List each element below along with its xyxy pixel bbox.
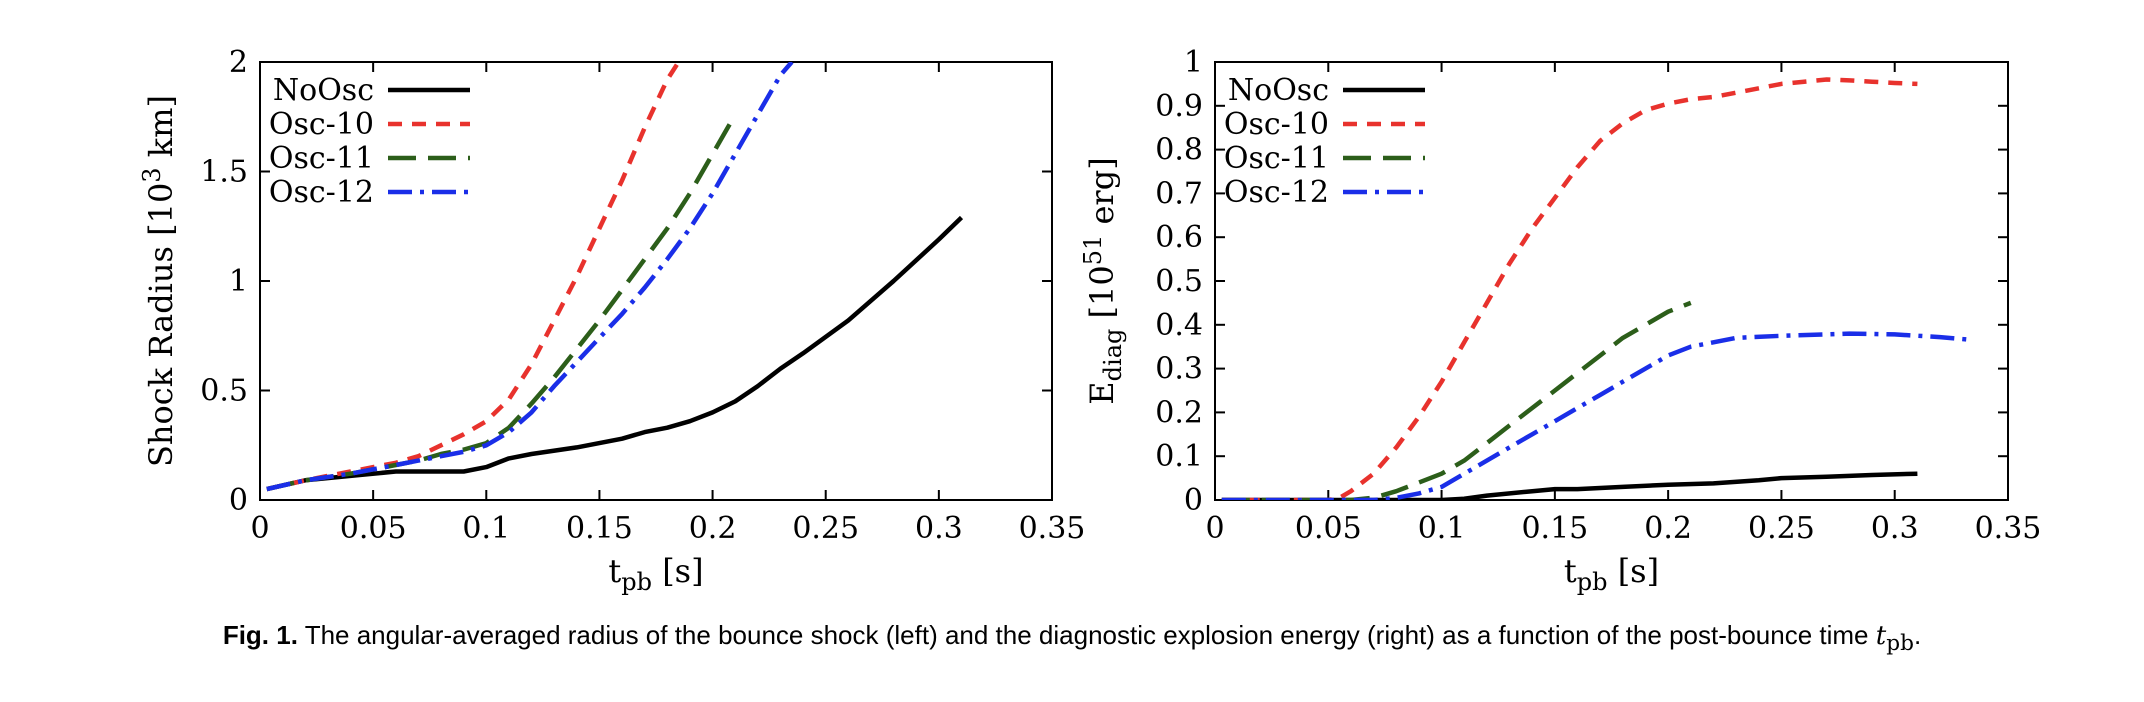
x-tick-label: 0 xyxy=(250,511,269,546)
series-line-osc-12 xyxy=(1221,331,1975,500)
y-tick-label: 1 xyxy=(229,264,248,299)
x-tick-label: 0.25 xyxy=(1748,511,1815,546)
x-tick-label: 0.2 xyxy=(689,511,737,546)
caption-label: Fig. 1. xyxy=(222,620,298,650)
x-axis-label: tpb [s] xyxy=(608,552,703,596)
caption-text: The angular-averaged radius of the bounc… xyxy=(297,620,1876,650)
plot-frame xyxy=(1214,61,2009,501)
y-tick-label: 0.2 xyxy=(1155,395,1203,430)
y-tick-label: 0 xyxy=(229,483,248,518)
right-chart-explosion-energy: 0 0.05 0.1 0.15 0.2 0.25 0.3 0.35 0 0.1 0.2 0.3 0.4 0… xyxy=(1079,45,2041,596)
legend-label: Osc-10 xyxy=(269,107,374,142)
series-line-osc-11 xyxy=(1221,300,1692,500)
y-tick-label: 0 xyxy=(1184,483,1203,518)
caption-end: . xyxy=(1913,620,1922,650)
series-line-noosc xyxy=(1221,471,1918,500)
plot-frame xyxy=(259,61,1053,501)
y-tick-label: 0.7 xyxy=(1155,176,1203,211)
x-tick-label: 0.3 xyxy=(1871,511,1919,546)
y-tick-label: 0.6 xyxy=(1155,220,1203,255)
y-tick-label: 0.9 xyxy=(1155,89,1203,124)
y-tick-label: 1.5 xyxy=(200,155,248,190)
series-line-osc-12 xyxy=(266,62,794,492)
legend-label: Osc-12 xyxy=(269,175,374,210)
x-tick-label: 0.15 xyxy=(566,511,633,546)
series-line-osc-10 xyxy=(1221,77,1918,500)
x-tick-label: 0.35 xyxy=(1019,511,1086,546)
legend-label: Osc-11 xyxy=(269,141,374,176)
series-line-osc-10 xyxy=(266,62,681,492)
x-tick-label: 0.05 xyxy=(1295,511,1362,546)
legend-label: Osc-10 xyxy=(1224,107,1329,142)
legend-label: Osc-12 xyxy=(1224,175,1329,210)
x-tick-label: 0.25 xyxy=(792,511,859,546)
x-tick-label: 0.2 xyxy=(1644,511,1692,546)
y-axis-label: Ediag [1051 erg] xyxy=(1079,157,1127,404)
y-tick-label: 2 xyxy=(229,45,248,80)
left-chart-shock-radius: 0 0.05 0.1 0.15 0.2 0.25 0.3 0.35 0 0.5 1 1.5 2 tpb [… xyxy=(138,45,1085,596)
x-tick-label: 0.1 xyxy=(462,511,510,546)
x-axis-label: tpb [s] xyxy=(1564,552,1659,596)
x-tick-label: 0 xyxy=(1205,511,1224,546)
y-axis-label: Shock Radius [103 km] xyxy=(138,95,180,467)
legend-label: NoOsc xyxy=(1228,73,1329,108)
y-tick-label: 1 xyxy=(1184,45,1203,80)
y-tick-label: 0.5 xyxy=(200,374,248,409)
y-tick-label: 0.1 xyxy=(1155,439,1203,474)
y-tick-label: 0.4 xyxy=(1155,308,1203,343)
y-tick-label: 0.8 xyxy=(1155,133,1203,168)
x-tick-label: 0.35 xyxy=(1975,511,2042,546)
series-line-noosc xyxy=(266,215,964,492)
series-lines xyxy=(1221,77,1975,500)
x-tick-label: 0.05 xyxy=(340,511,407,546)
series-lines xyxy=(266,62,964,492)
y-tick-label: 0.5 xyxy=(1155,264,1203,299)
legend-label: NoOsc xyxy=(273,73,374,108)
x-tick-label: 0.3 xyxy=(915,511,963,546)
series-line-osc-11 xyxy=(266,113,738,492)
x-tick-label: 0.1 xyxy=(1418,511,1466,546)
caption-symbol: tpb xyxy=(1875,621,1914,657)
x-tick-label: 0.15 xyxy=(1521,511,1588,546)
figure-caption: Fig. 1. The angular-averaged radius of t… xyxy=(0,620,2144,656)
y-tick-label: 0.3 xyxy=(1155,352,1203,387)
legend-label: Osc-11 xyxy=(1224,141,1329,176)
